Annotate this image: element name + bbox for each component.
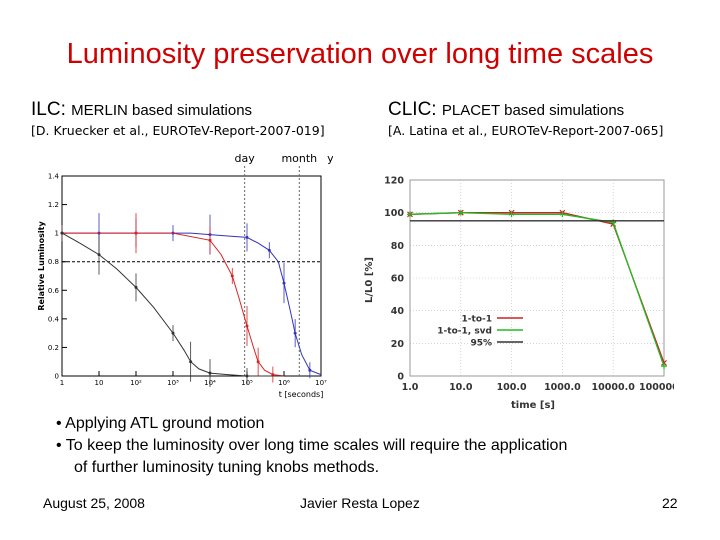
ilc-data-point: [267, 248, 271, 252]
clic-series-line-1: [409, 212, 665, 367]
clic-legend-label: 95%: [470, 339, 492, 349]
ilc-data-point: [245, 235, 249, 239]
ilc-y-tick-label: 0.8: [48, 258, 59, 266]
ilc-data-point: [256, 360, 260, 364]
ilc-time-marker-label: month: [281, 152, 317, 165]
ilc-subtitle: MERLIN based simulations: [71, 102, 253, 119]
clic-data-point: [508, 211, 515, 218]
ilc-data-point: [171, 331, 175, 335]
clic-y-tick-label: 0: [397, 372, 404, 383]
ilc-y-axis-label: Relative Luminosity: [37, 221, 46, 311]
clic-y-tick-label: 40: [391, 306, 405, 317]
ilc-x-tick-label: 10³: [167, 379, 179, 387]
ilc-luminosity-chart: 00.20.40.60.811.21.41 10 10² 10³ 10⁴ 10⁵ 10⁶ 10…: [37, 152, 333, 399]
ilc-y-tick-label: 1.4: [48, 173, 60, 181]
ilc-reference: [D. Kruecker et al., EUROTeV-Report-2007…: [31, 123, 325, 138]
ilc-data-point: [293, 331, 297, 335]
clic-heading: CLIC: PLACET based simulations: [388, 99, 624, 121]
clic-y-tick-label: 20: [391, 339, 405, 350]
clic-y-tick-label: 80: [391, 241, 405, 252]
ilc-data-point: [230, 274, 234, 278]
ilc-data-point: [208, 371, 212, 375]
bullet-item: of further luminosity tuning knobs metho…: [74, 459, 380, 476]
ilc-time-marker-label: day: [235, 152, 256, 165]
clic-x-tick-label: 1.0: [402, 382, 419, 393]
clic-legend-label: 1-to-1: [462, 315, 492, 325]
ilc-data-point: [134, 231, 138, 235]
ilc-series-line-1: [62, 232, 285, 377]
ilc-x-axis-label: t [seconds]: [279, 390, 324, 399]
clic-y-axis-label: L/L0 [%]: [364, 257, 375, 303]
bullet-item: • Applying ATL ground motion: [56, 415, 265, 432]
clic-luminosity-chart: 0 20 40 60 80 100 120 1.0 10.0 100.0 1000.0 10000.0…: [364, 176, 674, 412]
ilc-y-tick-label: 0.4: [48, 315, 60, 323]
clic-x-tick-label: 1000.0: [544, 382, 581, 393]
clic-x-tick-label: 10.0: [449, 382, 473, 393]
ilc-x-tick-label: 10⁶: [278, 379, 290, 387]
clic-legend: 1-to-1 1-to-1, svd 95%: [437, 315, 523, 349]
ilc-data-point: [245, 324, 249, 328]
ilc-y-tick-label: 1: [55, 230, 59, 238]
clic-data-point: [559, 211, 566, 218]
clic-x-tick-label: 100.0: [497, 382, 527, 393]
clic-x-tick-label: 10000.0: [592, 382, 636, 393]
ilc-series-line-0: [62, 232, 322, 376]
ilc-x-tick-label: 1: [60, 379, 64, 387]
ilc-data-point: [308, 368, 312, 372]
ilc-data-point: [282, 281, 286, 285]
bullet-list: • Applying ATL ground motion • To keep t…: [56, 413, 567, 479]
ilc-data-point: [271, 373, 275, 377]
ilc-time-marker-label: year: [327, 152, 333, 165]
clic-y-tick-label: 120: [384, 176, 404, 187]
clic-x-tick-label: 100000.0: [639, 382, 674, 393]
ilc-data-point: [189, 360, 193, 364]
ilc-series-line-2: [61, 232, 284, 377]
clic-x-axis-label: time [s]: [511, 400, 555, 411]
bullet-item: • To keep the luminosity over long time …: [56, 437, 568, 454]
ilc-y-tick-label: 0.6: [48, 287, 60, 295]
clic-label: CLIC:: [388, 99, 437, 120]
footer-page-number: 22: [662, 495, 678, 511]
ilc-label: ILC:: [31, 99, 66, 120]
footer-author: Javier Resta Lopez: [300, 495, 420, 511]
ilc-data-point: [60, 231, 64, 235]
ilc-data-point: [208, 238, 212, 242]
clic-y-tick-label: 60: [391, 274, 405, 285]
clic-data-point: [407, 211, 413, 218]
ilc-y-tick-label: 0.2: [48, 344, 59, 352]
ilc-data-point: [134, 285, 138, 289]
ilc-y-tick-label: 0: [55, 373, 59, 381]
ilc-heading: ILC: MERLIN based simulations: [31, 99, 252, 121]
ilc-y-tick-label: 1.2: [48, 201, 59, 209]
ilc-x-tick-label: 10²: [130, 379, 142, 387]
clic-reference: [A. Latina et al., EUROTeV-Report-2007-0…: [388, 123, 664, 138]
slide-title: Luminosity preservation over long time s…: [66, 38, 654, 70]
clic-y-tick-label: 100: [384, 208, 404, 219]
ilc-data-point: [245, 374, 249, 378]
ilc-x-tick-label: 10: [95, 379, 104, 387]
clic-data-point: [661, 363, 667, 370]
clic-data-point: [457, 209, 464, 216]
ilc-data-point: [97, 253, 101, 257]
clic-legend-label: 1-to-1, svd: [437, 327, 492, 337]
ilc-plot-frame: [61, 175, 322, 377]
ilc-x-tick-label: 10⁷: [315, 379, 327, 387]
clic-subtitle: PLACET based simulations: [441, 102, 625, 119]
footer-date: August 25, 2008: [43, 495, 145, 511]
